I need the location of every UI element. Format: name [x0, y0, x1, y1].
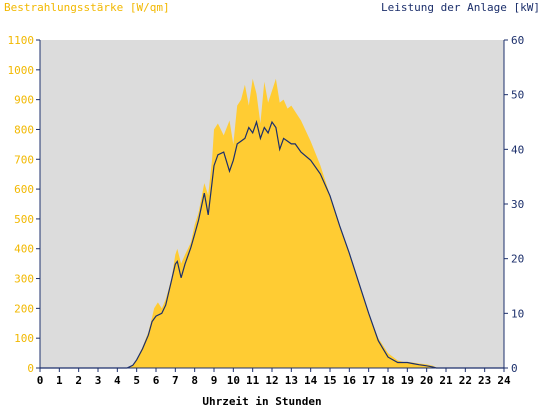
x-tick-label: 5 — [133, 374, 140, 387]
right-axis-title: Leistung der Anlage [kW] — [381, 1, 540, 14]
x-tick-label: 17 — [362, 374, 375, 387]
x-tick-label: 10 — [227, 374, 240, 387]
x-tick-label: 6 — [153, 374, 160, 387]
x-tick-label: 1 — [56, 374, 63, 387]
x-tick-label: 15 — [323, 374, 336, 387]
x-axis-title: Uhrzeit in Stunden — [202, 395, 321, 408]
left-axis-title: Bestrahlungsstärke [W/qm] — [4, 1, 170, 14]
x-tick-label: 21 — [439, 374, 453, 387]
irradiance-area — [40, 78, 504, 369]
left-tick-label: 200 — [14, 302, 34, 315]
x-tick-label: 2 — [75, 374, 82, 387]
left-tick-label: 800 — [14, 123, 34, 136]
x-tick-label: 14 — [304, 374, 318, 387]
right-tick-label: 0 — [511, 362, 518, 375]
x-tick-label: 0 — [37, 374, 44, 387]
x-tick-label: 11 — [246, 374, 260, 387]
x-tick-label: 8 — [191, 374, 198, 387]
right-tick-label: 40 — [511, 143, 524, 156]
left-tick-label: 600 — [14, 183, 34, 196]
x-tick-label: 12 — [265, 374, 278, 387]
left-tick-label: 1000 — [8, 64, 35, 77]
x-tick-label: 22 — [459, 374, 472, 387]
x-tick-label: 13 — [285, 374, 298, 387]
x-tick-label: 19 — [401, 374, 414, 387]
power-line — [40, 119, 504, 369]
left-tick-label: 1100 — [8, 34, 35, 47]
x-tick-label: 9 — [211, 374, 218, 387]
left-tick-label: 700 — [14, 153, 34, 166]
right-tick-label: 50 — [511, 89, 524, 102]
right-tick-label: 20 — [511, 253, 524, 266]
x-tick-label: 23 — [478, 374, 491, 387]
left-tick-label: 100 — [14, 332, 34, 345]
left-tick-label: 400 — [14, 243, 34, 256]
x-tick-label: 7 — [172, 374, 179, 387]
x-tick-label: 20 — [420, 374, 433, 387]
right-tick-label: 30 — [511, 198, 524, 211]
x-tick-label: 18 — [381, 374, 394, 387]
left-tick-label: 0 — [27, 362, 34, 375]
x-tick-label: 16 — [343, 374, 357, 387]
x-tick-label: 3 — [95, 374, 102, 387]
left-tick-label: 900 — [14, 94, 34, 107]
left-tick-label: 500 — [14, 213, 34, 226]
right-tick-label: 60 — [511, 34, 524, 47]
x-tick-label: 4 — [114, 374, 121, 387]
x-tick-label: 24 — [497, 374, 511, 387]
right-tick-label: 10 — [511, 307, 524, 320]
left-tick-label: 300 — [14, 273, 34, 286]
